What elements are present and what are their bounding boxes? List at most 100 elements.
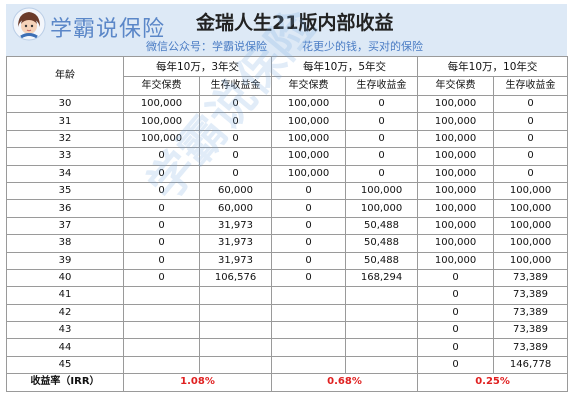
benefit-5yr-cell: 0 [345,112,419,131]
benefit-10yr-cell: 100,000 [493,181,569,201]
premium-5yr-cell: 100,000 [271,94,347,114]
benefit-3yr-cell: 106,576 [198,268,273,288]
brand-name: 学霸说保险 [50,17,166,42]
table-row: 30 100,000 0 100,000 0 100,000 0 [6,94,569,114]
table-row: 38 0 31,973 0 50,488 100,000 100,000 [6,234,569,253]
premium-5yr-cell: 0 [271,234,347,253]
benefit-3yr-cell: 0 [198,94,273,114]
benefit-3yr-cell: 60,000 [198,181,273,201]
age-cell: 36 [6,199,124,218]
premium-10yr-cell: 0 [417,338,495,357]
premium-3yr-cell: 0 [123,216,200,236]
benefit-10yr-cell: 100,000 [493,199,569,218]
premium-3yr-cell [123,355,200,375]
sub-header-premium: 年交保费 [417,76,495,96]
premium-10yr-cell: 100,000 [417,129,495,149]
premium-3yr-cell [123,338,200,357]
avatar-logo-icon [12,7,46,41]
benefit-5yr-cell [345,303,419,323]
premium-5yr-cell: 0 [271,216,347,236]
benefit-10yr-cell: 0 [493,129,569,149]
benefit-5yr-cell [345,286,419,305]
table-row: 37 0 31,973 0 50,488 100,000 100,000 [6,216,569,236]
group-header-5yr: 每年10万，5年交 [271,56,419,77]
benefit-5yr-cell: 0 [345,164,419,183]
premium-3yr-cell: 0 [123,147,200,166]
benefit-10yr-cell: 73,389 [493,303,569,323]
sub-header-premium: 年交保费 [123,76,200,96]
returns-table: 年龄 每年10万，3年交 每年10万，5年交 每年10万，10年交 年交保费 生… [6,56,569,392]
premium-10yr-cell: 0 [417,303,495,323]
premium-3yr-cell: 0 [123,181,200,201]
benefit-10yr-cell: 100,000 [493,234,569,253]
age-cell: 32 [6,129,124,149]
premium-3yr-cell [123,321,200,340]
benefit-3yr-cell [198,321,273,340]
premium-10yr-cell: 100,000 [417,234,495,253]
premium-10yr-cell: 100,000 [417,94,495,114]
benefit-3yr-cell [198,355,273,375]
benefit-10yr-cell: 100,000 [493,216,569,236]
sub-header-row: 年交保费 生存收益金 年交保费 生存收益金 年交保费 生存收益金 [7,76,569,96]
age-cell: 30 [6,94,124,114]
premium-5yr-cell [271,338,347,357]
irr-row: 收益率（IRR） 1.08% 0.68% 0.25% [6,373,569,392]
premium-3yr-cell [123,286,200,305]
premium-10yr-cell: 100,000 [417,251,495,270]
table-row: 32 100,000 0 100,000 0 100,000 0 [6,129,569,149]
benefit-5yr-cell [345,355,419,375]
premium-3yr-cell: 100,000 [123,129,200,149]
premium-10yr-cell: 100,000 [417,181,495,201]
age-cell: 45 [6,355,124,375]
benefit-5yr-cell: 0 [345,147,419,166]
benefit-5yr-cell: 168,294 [345,268,419,288]
irr-value: 1.08% [122,373,273,392]
age-cell: 35 [6,181,124,201]
premium-5yr-cell: 100,000 [271,147,347,166]
premium-5yr-cell: 0 [271,181,347,201]
age-cell: 34 [6,164,124,183]
sub-header-benefit: 生存收益金 [493,76,569,96]
benefit-3yr-cell: 0 [198,112,273,131]
benefit-5yr-cell: 0 [345,94,419,114]
age-header: 年龄 [6,56,124,96]
benefit-5yr-cell [345,338,419,357]
benefit-3yr-cell [198,303,273,323]
benefit-10yr-cell: 73,389 [493,338,569,357]
table-row: 33 0 0 100,000 0 100,000 0 [6,147,569,166]
age-cell: 33 [6,147,124,166]
premium-5yr-cell: 0 [271,251,347,270]
premium-10yr-cell: 100,000 [417,216,495,236]
premium-3yr-cell: 0 [123,199,200,218]
benefit-3yr-cell [198,338,273,357]
benefit-3yr-cell: 0 [198,147,273,166]
benefit-10yr-cell: 73,389 [493,268,569,288]
irr-value: 0.25% [417,373,569,392]
table-row: 41 0 73,389 [6,286,569,305]
group-header-row: 年龄 每年10万，3年交 每年10万，5年交 每年10万，10年交 [6,56,569,96]
premium-5yr-cell [271,321,347,340]
premium-5yr-cell: 100,000 [271,129,347,149]
premium-5yr-cell: 100,000 [271,112,347,131]
age-cell: 37 [6,216,124,236]
table-row: 43 0 73,389 [6,321,569,340]
page-title: 金瑞人生21版内部收益 [196,12,394,34]
premium-5yr-cell [271,286,347,305]
page-header: 学霸说保险 金瑞人生21版内部收益 微信公众号：学霸说保险 花更少的钱，买对的保… [6,4,567,56]
benefit-10yr-cell: 0 [493,112,569,131]
benefit-3yr-cell: 60,000 [198,199,273,218]
age-cell: 39 [6,251,124,270]
page-subtitle: 微信公众号：学霸说保险 花更少的钱，买对的保险 [146,40,423,53]
sub-header-benefit: 生存收益金 [198,76,273,96]
benefit-3yr-cell: 0 [198,164,273,183]
premium-3yr-cell: 100,000 [123,112,200,131]
group-header-3yr: 每年10万，3年交 [122,56,273,77]
premium-10yr-cell: 0 [417,268,495,288]
benefit-5yr-cell: 50,488 [345,234,419,253]
benefit-3yr-cell: 31,973 [198,216,273,236]
table-row: 40 0 106,576 0 168,294 0 73,389 [6,268,569,288]
table-row: 34 0 0 100,000 0 100,000 0 [6,164,569,183]
premium-3yr-cell [123,303,200,323]
table-row: 39 0 31,973 0 50,488 100,000 100,000 [6,251,569,270]
age-cell: 40 [6,268,124,288]
